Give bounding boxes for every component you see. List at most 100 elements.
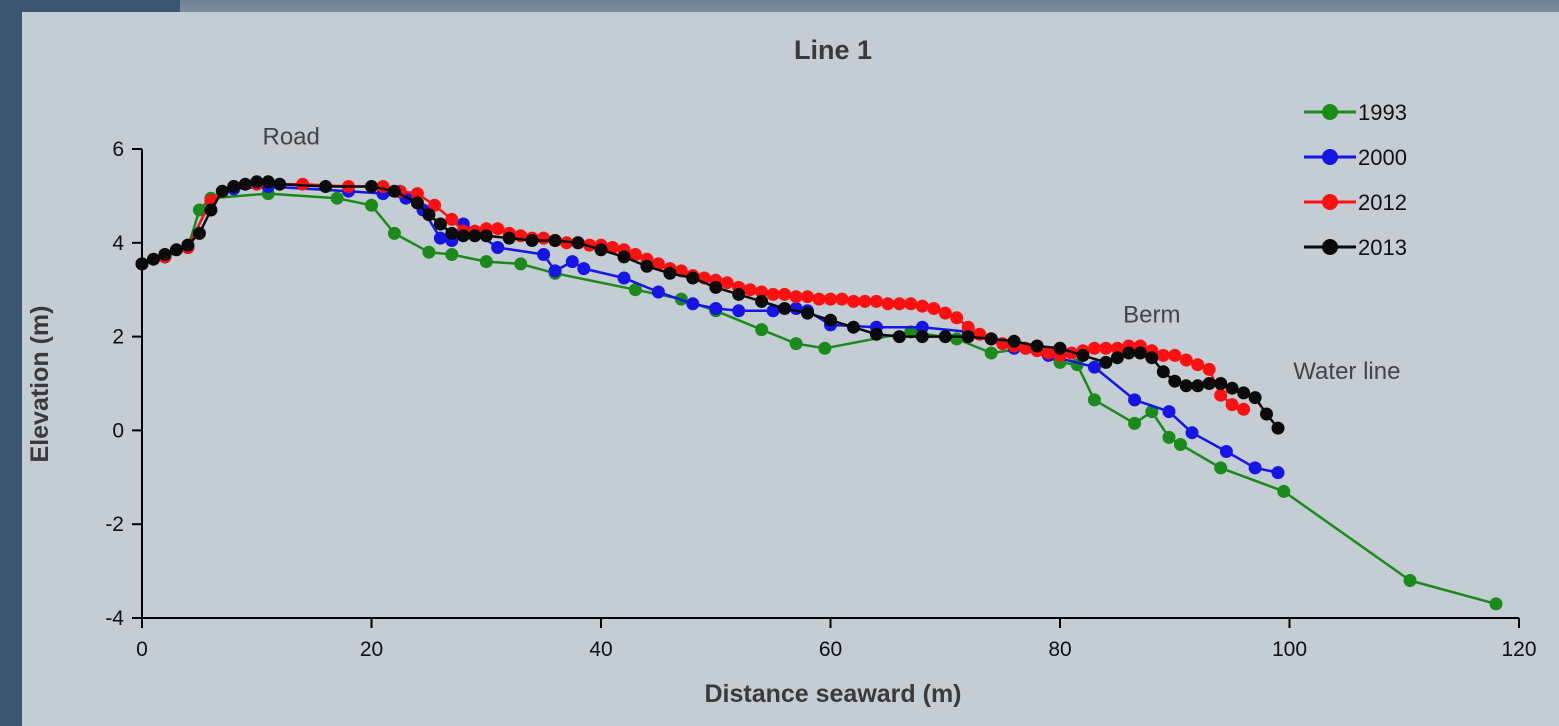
data-point: [755, 323, 769, 337]
series-2000: [135, 180, 1285, 480]
data-point: [1237, 386, 1251, 400]
data-point: [1225, 398, 1239, 412]
data-point: [261, 175, 275, 189]
data-point: [778, 287, 792, 301]
data-point: [743, 283, 757, 297]
data-point: [1128, 416, 1142, 430]
x-tick-label: 20: [360, 638, 383, 661]
x-tick-label: 80: [1048, 638, 1071, 661]
chart-title: Line 1: [794, 35, 872, 65]
data-point: [445, 226, 459, 240]
data-point: [238, 177, 252, 191]
data-point: [984, 346, 998, 360]
data-point: [881, 297, 895, 311]
data-point: [628, 283, 642, 297]
data-point: [950, 332, 964, 346]
data-point: [835, 292, 849, 306]
data-point: [1237, 402, 1251, 416]
data-point: [387, 226, 401, 240]
data-point: [428, 198, 442, 212]
data-point: [1174, 438, 1187, 451]
data-point: [204, 203, 218, 217]
data-point: [365, 198, 378, 212]
data-point: [801, 306, 814, 320]
legend-item-1993: 1993: [1304, 100, 1407, 125]
data-point: [961, 330, 975, 344]
data-point: [732, 287, 746, 301]
data-point: [365, 180, 378, 193]
x-tick-label: 40: [589, 638, 612, 661]
data-point: [1277, 484, 1291, 498]
x-tick-label: 0: [136, 638, 148, 661]
data-point: [1099, 355, 1113, 369]
data-point: [514, 257, 528, 271]
data-point: [1489, 597, 1503, 611]
legend-swatch-marker: [1322, 239, 1338, 255]
data-point: [961, 320, 975, 334]
data-point: [847, 320, 860, 334]
data-point: [445, 212, 459, 226]
y-tick-label: -4: [105, 607, 124, 630]
data-point: [847, 294, 860, 308]
data-point: [1202, 362, 1216, 376]
data-point: [617, 271, 631, 285]
data-point: [1214, 461, 1228, 475]
data-point: [525, 234, 539, 247]
data-point: [904, 325, 918, 339]
data-point: [1162, 430, 1176, 444]
series-2012: [135, 177, 1251, 416]
x-axis-title: Distance seaward (m): [704, 680, 961, 708]
legend-label: 2012: [1358, 190, 1407, 215]
data-point: [709, 302, 723, 315]
data-point: [433, 231, 447, 245]
data-point: [766, 304, 780, 318]
series-line-2012: [141, 182, 1245, 411]
series-line-2000: [141, 185, 1279, 474]
legend-swatch-marker: [1322, 194, 1338, 210]
data-point: [892, 297, 906, 311]
y-tick-label: 4: [112, 232, 124, 255]
data-point: [1191, 358, 1205, 372]
annotation-label: Water line: [1293, 358, 1400, 385]
data-point: [904, 297, 918, 311]
legend-label: 1993: [1358, 100, 1407, 125]
data-point: [720, 276, 734, 290]
data-point: [319, 180, 333, 193]
legend-swatch-marker: [1322, 104, 1338, 120]
data-point: [1110, 351, 1124, 365]
data-point: [273, 177, 287, 191]
data-point: [1128, 393, 1142, 407]
data-point: [1162, 405, 1176, 419]
data-point: [215, 184, 229, 198]
data-point: [915, 320, 929, 334]
annotation-label: Road: [262, 123, 319, 150]
data-point: [766, 287, 780, 301]
data-point: [950, 311, 964, 325]
data-point: [548, 264, 562, 278]
data-point: [537, 231, 551, 245]
data-point: [192, 203, 206, 217]
data-point: [502, 231, 516, 245]
data-point: [456, 229, 470, 243]
data-point: [1185, 426, 1199, 440]
series-2013: [135, 175, 1285, 435]
data-point: [537, 248, 551, 261]
data-point: [651, 285, 665, 299]
x-tick-label: 100: [1272, 638, 1307, 661]
data-point: [915, 299, 929, 313]
data-point: [606, 241, 619, 254]
data-point: [491, 222, 505, 236]
data-point: [1145, 405, 1159, 419]
data-point: [892, 330, 906, 344]
data-point: [869, 294, 883, 308]
data-point: [1145, 351, 1159, 365]
y-tick-label: 0: [112, 419, 124, 442]
data-point: [1260, 407, 1273, 421]
data-point: [1179, 379, 1193, 393]
data-point: [686, 271, 700, 285]
legend-item-2012: 2012: [1304, 190, 1407, 215]
legend-item-2000: 2000: [1304, 145, 1407, 170]
series-1993: [135, 187, 1503, 611]
data-point: [445, 248, 459, 261]
data-point: [1030, 339, 1044, 353]
